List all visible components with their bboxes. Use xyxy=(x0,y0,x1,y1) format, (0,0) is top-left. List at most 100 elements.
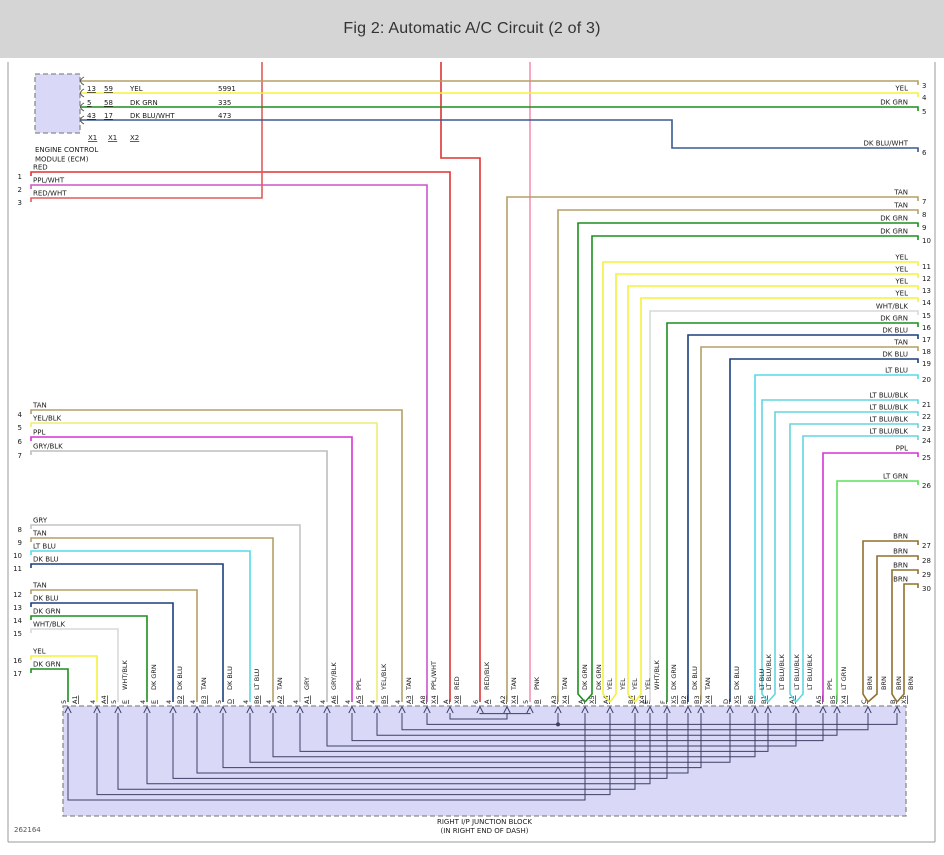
figure-title: Fig 2: Automatic A/C Circuit (2 of 3) xyxy=(343,20,601,37)
junction-entry-arrow-icon xyxy=(64,705,72,714)
junction-internal-wiring xyxy=(67,713,898,801)
wires xyxy=(30,62,919,703)
junction-entry-arrow-icon xyxy=(663,705,671,714)
wire-color-label-rotated: LT GRN xyxy=(840,667,848,690)
cavity-label: 4 xyxy=(292,700,300,704)
wire-color-label: LT GRN xyxy=(883,473,908,481)
pin-number: 15 xyxy=(13,630,22,638)
wire-color-label: YEL xyxy=(894,266,908,274)
wire-color-label: DK GRN xyxy=(880,228,908,236)
wire-color-label: BRN xyxy=(893,533,908,541)
wire-color-label: DK GRN xyxy=(880,315,908,323)
cavity-label: X4 xyxy=(840,695,848,704)
cavity-label: E xyxy=(150,700,158,704)
wire-BRN xyxy=(862,540,919,703)
cavity-label: A2 xyxy=(276,695,284,704)
pin-number: 19 xyxy=(922,360,931,368)
wire-DK GRN xyxy=(80,106,919,111)
pin-number: 3 xyxy=(922,82,926,90)
wire-PPL/WHT xyxy=(30,184,428,702)
wire-color-label: RED/WHT xyxy=(33,190,67,198)
cavity-label: A6 xyxy=(330,695,338,704)
junction-block: 5 A1 4 A4 5 E 4 E 4 B2 4 B3 5 D 4 B6 4 A2 4 A1 4 A6 4 A5 4 B5 4 A3 A… xyxy=(60,695,908,835)
wire-color-label-rotated: LT BLU xyxy=(758,668,766,690)
junction-entry-arrow-icon xyxy=(169,705,177,714)
ecm-pin: 13 xyxy=(87,85,96,93)
wire-color-label-rotated: DK BLU xyxy=(226,666,234,690)
wire-color-label: DK BLU xyxy=(33,595,59,603)
junction-entry-arrow-icon xyxy=(398,705,406,714)
cavity-label: 4 xyxy=(369,700,377,704)
cavity-label: X4 xyxy=(510,695,518,704)
pin-number: 9 xyxy=(18,539,22,547)
wire-color-label: DK GRN xyxy=(33,661,61,669)
cavity-label: B6 xyxy=(747,695,755,704)
wire-YEL/BLK xyxy=(30,422,378,702)
cavity-label: A8 xyxy=(419,695,427,704)
wire-color-label-rotated: RED/BLK xyxy=(483,661,491,690)
ecm-pin: 17 xyxy=(104,112,113,120)
cavity-label: 4 xyxy=(189,700,197,704)
wire-color-label-rotated: TAN xyxy=(510,677,518,691)
wire-YEL xyxy=(80,92,919,97)
cavity-label: A3 xyxy=(550,695,558,704)
wire-DK GRN xyxy=(577,222,919,703)
cavity-label: X4 xyxy=(561,695,569,704)
wire-color-label-rotated: YEL xyxy=(631,678,639,691)
pin-number: 21 xyxy=(922,401,931,409)
wire-color-label: DK BLU xyxy=(882,327,908,335)
wire-LT BLU/BLK xyxy=(789,423,919,703)
wire-GRY/BLK xyxy=(30,450,328,702)
pin-number: 11 xyxy=(922,263,931,271)
wire-LT BLU xyxy=(30,550,251,702)
ecm-circuit-number: 473 xyxy=(218,112,231,120)
pin-number: 22 xyxy=(922,413,931,421)
wire-DK BLU/WHT xyxy=(80,119,919,152)
wire-color-label-rotated: WHT/BLK xyxy=(653,659,661,690)
wire-WHT/BLK xyxy=(649,310,919,702)
wire-color-label: DK BLU/WHT xyxy=(863,140,908,148)
ecm-connector-id: X1 xyxy=(108,134,117,142)
wire-color-label: GRY xyxy=(33,517,48,525)
junction-caption-line2: (IN RIGHT END OF DASH) xyxy=(441,827,529,835)
junction-entry-arrow-icon xyxy=(764,705,772,714)
junction-entry-arrow-icon xyxy=(323,705,331,714)
cavity-label: A xyxy=(483,699,491,704)
wire-color-label: TAN xyxy=(32,402,47,410)
junction-entry-arrow-icon xyxy=(423,705,431,714)
pin-number: 16 xyxy=(13,657,22,665)
ecm-block: 13 59 YEL 5991 5 58 DK GRN 335 43 17 DK BLU/WHT 473… xyxy=(34,73,236,164)
wire-color-label: TAN xyxy=(32,582,47,590)
diagram-area: 5 A1 4 A4 5 E 4 E 4 B2 4 B3 5 D 4 B6 4 A2 4 A1 4 A6 4 A5 4 B5 4 A3 A… xyxy=(0,58,944,850)
figure-title-bar: Fig 2: Automatic A/C Circuit (2 of 3) xyxy=(0,0,944,58)
pin-number: 28 xyxy=(922,557,931,565)
wire-TAN xyxy=(80,80,919,85)
wire-color-label-rotated: DK BLU xyxy=(691,666,699,690)
ecm-circuit-number: 5991 xyxy=(218,85,236,93)
cavity-label: D xyxy=(722,699,730,704)
junction-entry-arrow-icon xyxy=(373,705,381,714)
cavity-label: 4 xyxy=(242,700,250,704)
wire-color-label: DK GRN xyxy=(880,215,908,223)
wire-WHT/BLK xyxy=(30,628,119,702)
wire-color-label-rotated: RED xyxy=(453,676,461,690)
junction-entry-arrow-icon xyxy=(819,705,827,714)
pin-number: 2 xyxy=(18,186,22,194)
pin-number: 7 xyxy=(18,452,22,460)
wire-color-label: DK GRN xyxy=(880,99,908,107)
cavity-label: A4 xyxy=(602,695,610,704)
junction-entry-arrow-icon xyxy=(631,705,639,714)
cavity-label: A xyxy=(577,699,585,704)
wire-color-label: WHT/BLK xyxy=(33,621,66,629)
cavity-label: X5 xyxy=(670,695,678,704)
junction-entry-arrow-icon xyxy=(726,705,734,714)
ecm-wire-color: DK GRN xyxy=(130,99,158,107)
junction-bus-line xyxy=(96,713,611,796)
ecm-connector-id: X2 xyxy=(130,134,139,142)
junction-bus-line xyxy=(479,713,531,715)
wire-color-label: TAN xyxy=(893,339,908,347)
wire-color-label: YEL xyxy=(32,648,46,656)
pin-number: 8 xyxy=(18,526,22,534)
pin-number: 12 xyxy=(13,591,22,599)
pin-number: 18 xyxy=(922,348,931,356)
